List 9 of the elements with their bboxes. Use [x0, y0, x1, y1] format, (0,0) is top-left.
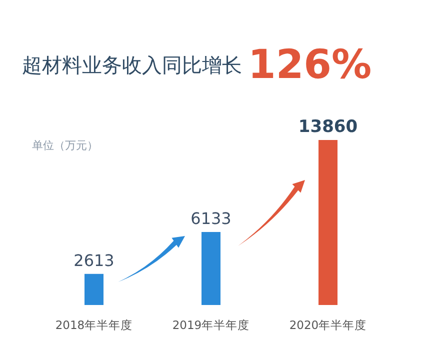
text: 126% [248, 42, 372, 88]
chart-title: 超材料业务收入同比增长 [22, 53, 242, 77]
x-tick-label: 2020年半年度 [289, 318, 367, 332]
data-label: 13860 [298, 117, 358, 137]
y-axis-title: 单位（万元） [32, 139, 98, 152]
x-tick-label: 2019年半年度 [172, 318, 250, 332]
x-tick-label: 2018年半年度 [55, 318, 133, 332]
data-label: 2613 [74, 250, 114, 270]
data-label: 6133 [190, 208, 232, 228]
